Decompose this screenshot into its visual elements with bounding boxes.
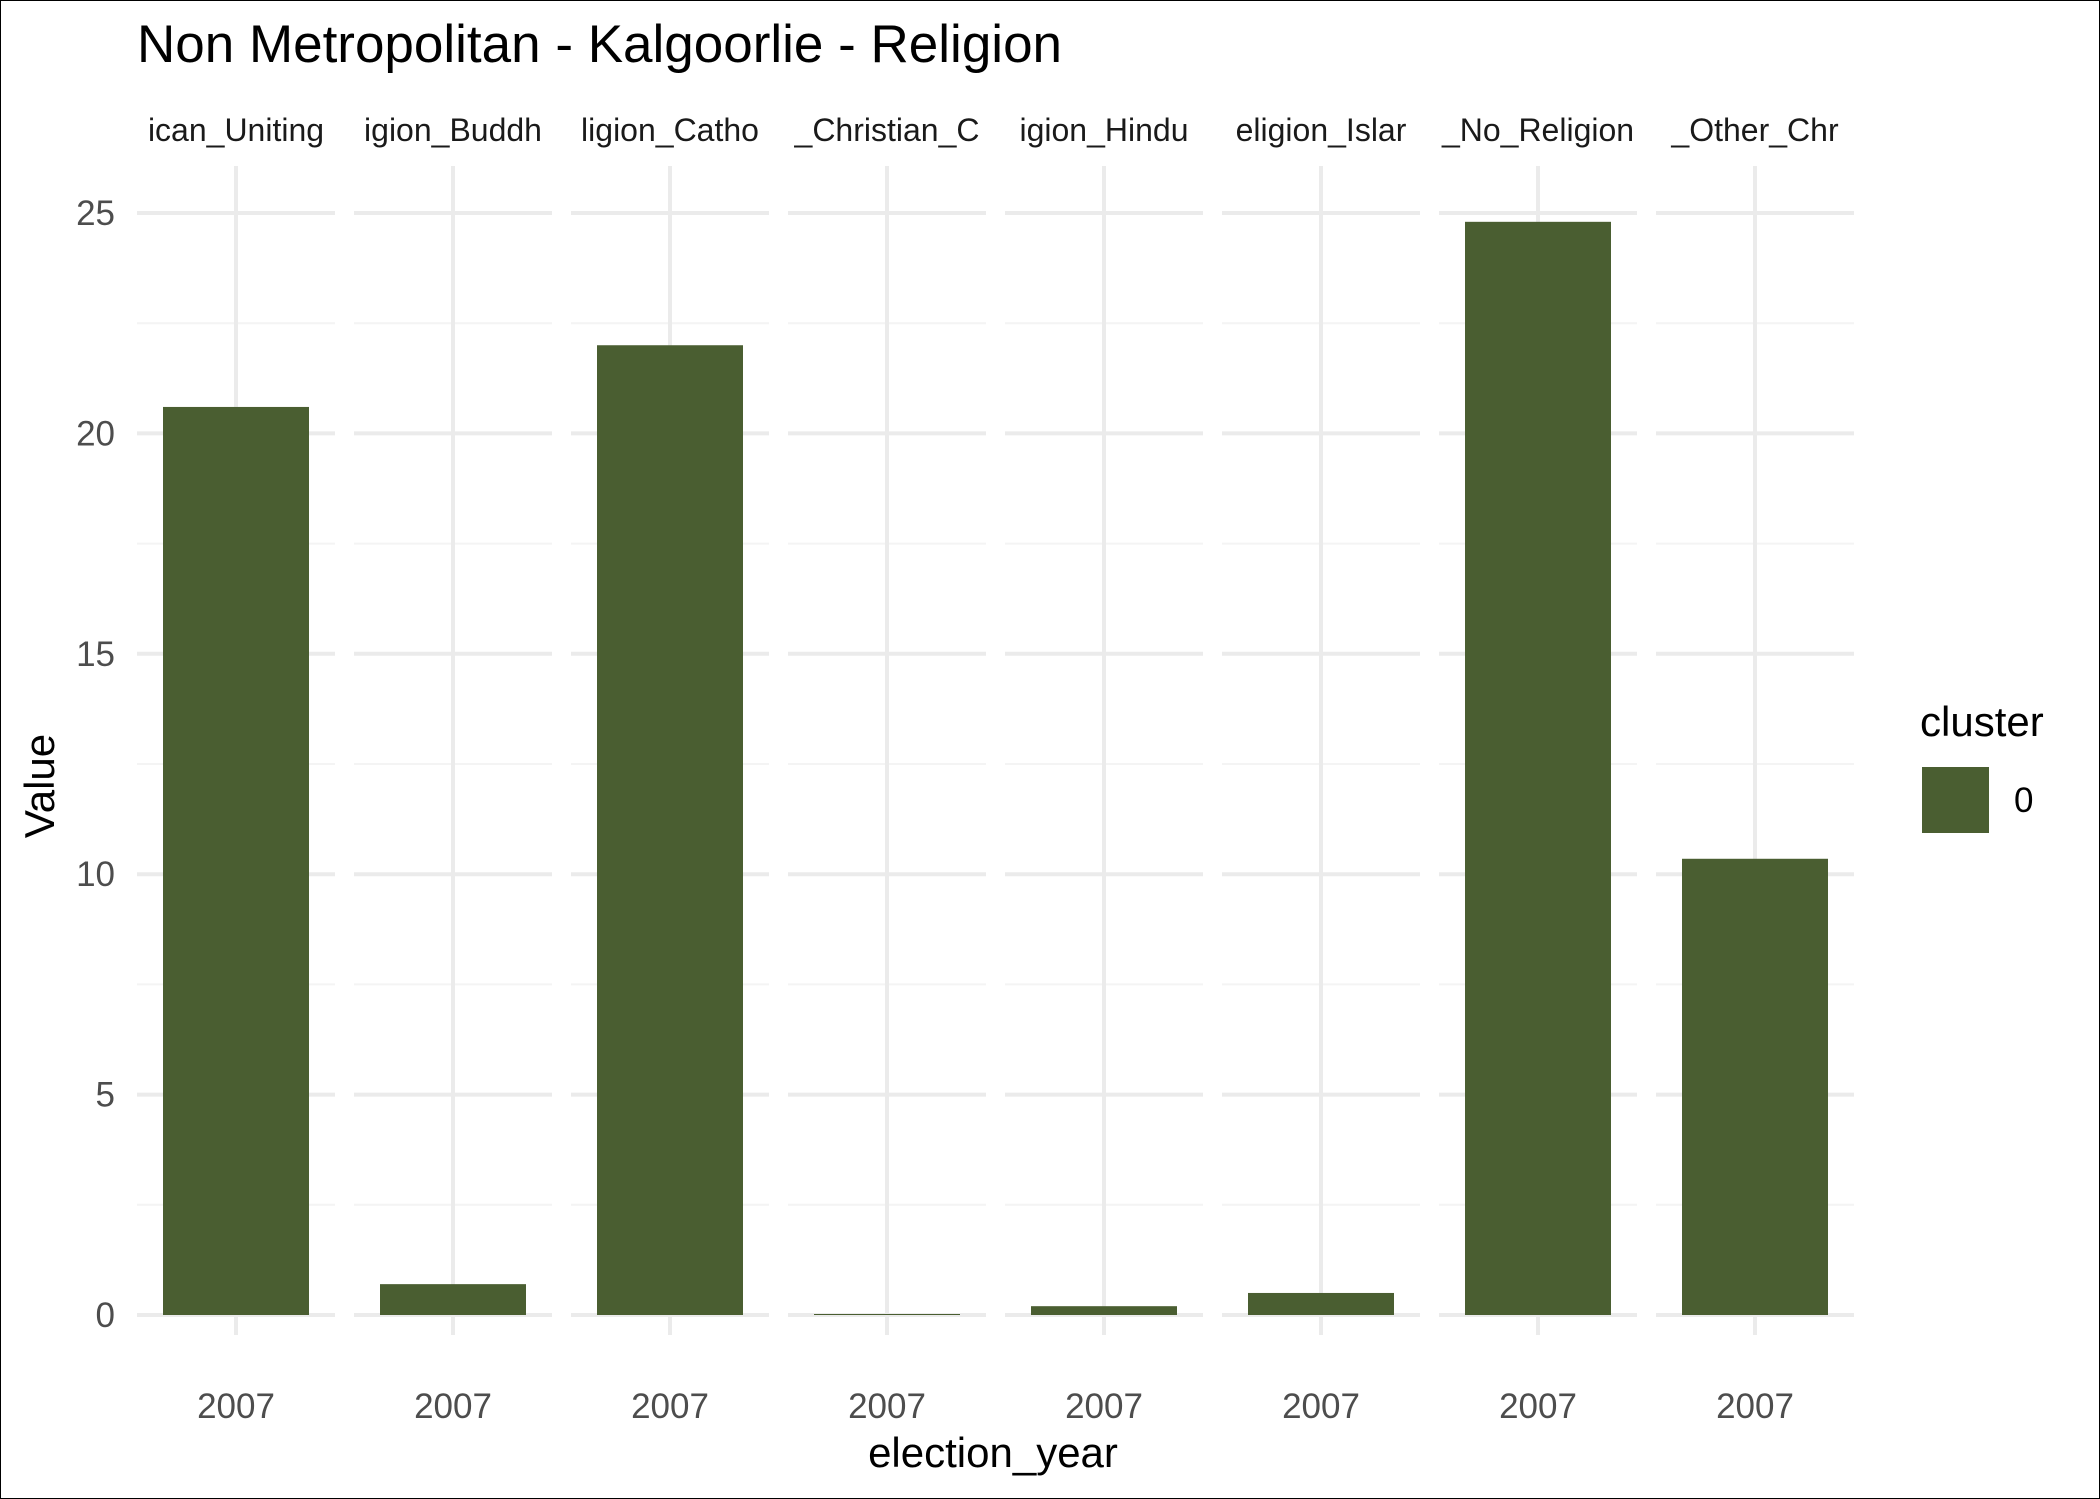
bar: [163, 406, 309, 1315]
facet-panel: igion_Hindu 2007: [1005, 112, 1203, 1426]
y-tick-label: 10: [76, 855, 115, 894]
legend-label-0: 0: [2014, 781, 2033, 820]
facet-strip-label: _Christian_C: [794, 112, 980, 148]
y-tick-label: 0: [96, 1296, 115, 1335]
y-axis-title: Value: [16, 734, 63, 838]
legend-key-0: [1922, 767, 1989, 833]
facet-strip-label: _No_Religion: [1441, 112, 1634, 148]
x-tick-label: 2007: [848, 1387, 926, 1426]
facet-panel: ican_Uniting 2007: [137, 112, 335, 1426]
bar: [380, 1284, 526, 1315]
facet-strip-label: igion_Buddh: [364, 112, 542, 148]
facet-strip-label: igion_Hindu: [1019, 112, 1188, 148]
y-axis: 0 5 10 15 20 25: [76, 194, 115, 1335]
y-tick-label: 25: [76, 194, 115, 233]
facet-strip-label: _Other_Chr: [1670, 112, 1839, 148]
bar: [814, 1314, 960, 1315]
bar: [1031, 1306, 1177, 1315]
y-tick-label: 5: [96, 1076, 115, 1115]
facet-panel: ligion_Catho 2007: [571, 112, 769, 1426]
bar: [1248, 1292, 1394, 1315]
x-tick-label: 2007: [1065, 1387, 1143, 1426]
facet-panel: _Christian_C 2007: [788, 112, 986, 1426]
x-tick-label: 2007: [1282, 1387, 1360, 1426]
facet-strip-label: eligion_Islar: [1236, 112, 1407, 148]
x-tick-label: 2007: [197, 1387, 275, 1426]
x-tick-label: 2007: [414, 1387, 492, 1426]
legend: cluster 0: [1920, 698, 2044, 833]
legend-title: cluster: [1920, 698, 2044, 745]
x-tick-label: 2007: [631, 1387, 709, 1426]
facet-panels: ican_Uniting2007igion_Buddh2007ligion_Ca…: [137, 112, 1854, 1426]
x-axis-title: election_year: [868, 1429, 1118, 1476]
x-tick-label: 2007: [1499, 1387, 1577, 1426]
facet-panel: _No_Religion 2007: [1439, 112, 1637, 1426]
facet-panel: igion_Buddh 2007: [354, 112, 552, 1426]
bar: [597, 345, 743, 1315]
facet-panel: _Other_Chr 2007: [1656, 112, 1854, 1426]
bar: [1465, 221, 1611, 1315]
facet-strip-label: ican_Uniting: [148, 112, 324, 148]
x-tick-label: 2007: [1716, 1387, 1794, 1426]
facet-strip-label: ligion_Catho: [581, 112, 759, 148]
y-tick-label: 15: [76, 635, 115, 674]
y-tick-label: 20: [76, 414, 115, 453]
chart-title: Non Metropolitan - Kalgoorlie - Religion: [137, 15, 1062, 74]
facet-panel: eligion_Islar 2007: [1222, 112, 1420, 1426]
bar: [1682, 858, 1828, 1315]
